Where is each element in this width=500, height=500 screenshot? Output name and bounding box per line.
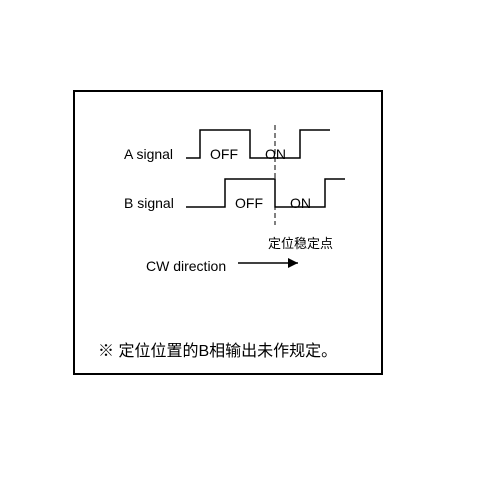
diagram-svg [0, 0, 500, 500]
cw-arrow-head [288, 258, 298, 268]
note-prefix: ※ [98, 343, 114, 360]
b-signal-on: ON [290, 195, 311, 211]
b-signal-off: OFF [235, 195, 263, 211]
note-body: 定位位置的B相输出未作规定。 [118, 343, 337, 360]
b-signal-waveform [186, 179, 345, 207]
a-signal-waveform [186, 130, 330, 158]
a-signal-off: OFF [210, 146, 238, 162]
note-text: ※ 定位位置的B相输出未作规定。 [98, 337, 337, 361]
a-signal-on: ON [265, 146, 286, 162]
cw-direction-label: CW direction [146, 258, 226, 274]
a-signal-label: A signal [124, 146, 173, 162]
stable-point-label: 定位稳定点 [268, 233, 333, 252]
b-signal-label: B signal [124, 195, 174, 211]
